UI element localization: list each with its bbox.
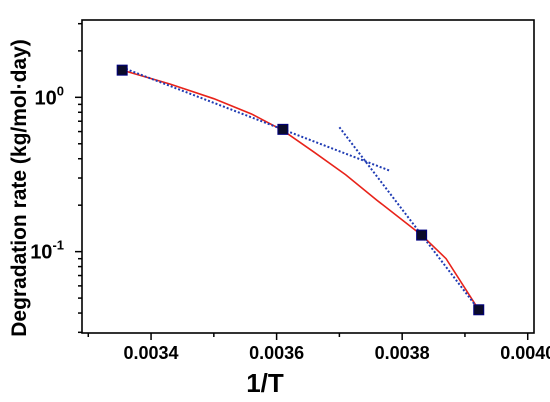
data-point	[277, 123, 289, 135]
fit-line-3	[338, 126, 480, 311]
data-point	[416, 229, 428, 241]
x-tick-label: 0.0036	[249, 343, 304, 363]
fit-line-2	[121, 66, 390, 172]
data-point	[473, 304, 485, 316]
x-tick-label: 0.0040	[500, 343, 550, 363]
x-tick-label: 0.0034	[124, 343, 179, 363]
trend-curve	[121, 69, 480, 311]
y-axis-label: Degradation rate (kg/mol·day)	[8, 39, 31, 337]
plot-frame	[81, 19, 535, 334]
y-tick-label: 100	[35, 83, 64, 109]
y-tick-label: 10-1	[30, 238, 64, 264]
x-axis-label: 1/T	[246, 368, 284, 398]
data-point	[116, 64, 128, 76]
x-tick-label: 0.0038	[375, 343, 430, 363]
